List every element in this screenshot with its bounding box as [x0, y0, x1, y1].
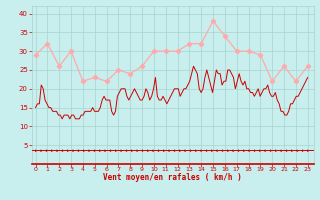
X-axis label: Vent moyen/en rafales ( km/h ): Vent moyen/en rafales ( km/h ) — [103, 173, 242, 182]
